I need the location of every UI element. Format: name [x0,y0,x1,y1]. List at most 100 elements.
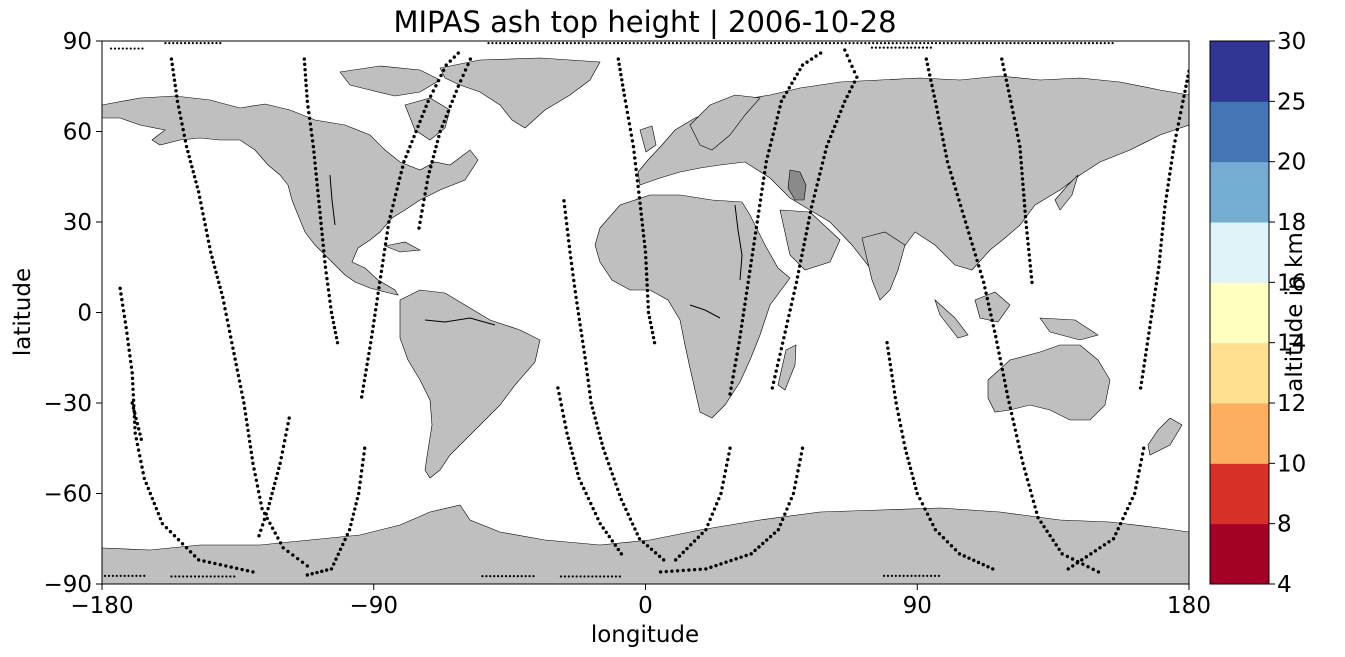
x-tick-label: 90 [903,593,932,619]
polar-track-point [573,42,576,45]
polar-track-point [981,42,985,45]
track-point [180,542,185,546]
track-point [565,227,570,232]
scandinavia [689,94,761,151]
polar-track-point [895,42,898,45]
polar-track-point [882,574,886,577]
track-point [201,212,205,216]
polar-track-point [722,42,726,45]
track-point [281,546,285,550]
track-point [950,176,955,180]
nile-river [734,204,743,281]
track-point [989,313,993,317]
track-point [1102,543,1107,547]
track-point [138,432,142,436]
track-point [925,512,930,516]
track-point [576,312,581,316]
track-point [755,220,759,224]
track-point [284,433,288,437]
track-point [897,418,902,422]
track-point [638,201,642,205]
track-point [566,436,571,440]
track-point [255,484,260,488]
track-point [997,351,1001,355]
track-point [1134,486,1138,490]
polar-track-point [864,42,867,45]
track-point [373,313,377,317]
track-point [800,446,805,450]
track-point [366,357,370,361]
polar-track-point [699,42,702,45]
track-point [894,401,898,405]
track-point [743,297,748,301]
track-point [776,528,781,532]
colorbar-tick-label: 14 [1277,331,1306,357]
track-point [914,486,918,491]
track-point [1057,547,1061,552]
track-point [649,547,654,552]
track-point [125,337,130,341]
track-point [1111,537,1116,541]
track-point [378,275,383,279]
track-point [819,166,823,171]
track-point [312,155,317,160]
track-point [772,127,777,131]
colorbar-tick-label: 8 [1277,512,1292,538]
track-point [300,560,305,564]
track-point [253,472,257,477]
polar-track-point [890,574,893,577]
polar-track-point [813,42,816,45]
track-point [402,159,406,164]
track-point [1005,389,1009,394]
track-point [952,181,956,186]
polar-track-point [585,42,588,45]
track-point [628,517,633,521]
track-point [1156,271,1160,275]
track-point [653,551,658,555]
polar-track-point [970,42,973,45]
x-tick-label: 180 [1167,593,1211,619]
polar-track-point [886,46,889,49]
track-point [1185,79,1189,83]
track-point [392,198,397,202]
track-point [986,565,990,569]
track-point [709,565,713,569]
polar-track-point [1111,42,1114,45]
polar-track-point [133,47,136,50]
polar-track-point [734,42,737,45]
polar-track-point [612,42,616,45]
track-point [740,319,745,323]
track-point [1158,249,1163,253]
polar-track-point [487,42,490,45]
track-point [191,170,195,174]
polar-track-point [575,575,578,578]
polar-track-point [577,42,580,45]
track-point [139,437,143,441]
track-point [134,416,138,421]
colorbar-segment [1210,41,1269,102]
track-point [610,539,614,543]
track-point [941,536,946,540]
track-point [360,389,365,394]
polar-track-point [840,42,843,45]
track-point [328,299,332,303]
polar-track-point [542,42,545,45]
track-point [658,570,663,574]
track-point [265,516,270,521]
polar-track-point [860,42,863,45]
track-point [704,567,708,571]
track-point [1017,445,1021,449]
track-point [826,139,831,144]
track-point [831,129,835,134]
track-point [1158,254,1162,258]
track-point [257,534,261,538]
new-guinea [1039,317,1099,341]
track-point [845,94,849,99]
track-point [635,532,639,536]
track-point [329,567,334,571]
track-point [579,481,584,486]
track-point [207,244,212,249]
track-point [388,214,392,219]
track-point [387,220,391,224]
